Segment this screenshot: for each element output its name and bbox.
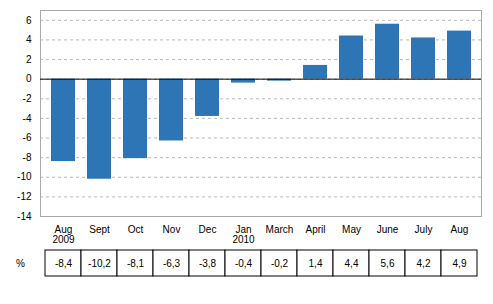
svg-text:1,4: 1,4 (309, 258, 323, 269)
svg-text:-10: -10 (17, 171, 32, 182)
svg-text:-2: -2 (23, 93, 32, 104)
svg-text:-8,4: -8,4 (55, 258, 73, 269)
svg-text:June: June (377, 224, 399, 235)
svg-text:-8: -8 (23, 152, 32, 163)
svg-text:-8,1: -8,1 (127, 258, 145, 269)
svg-text:5,6: 5,6 (381, 258, 395, 269)
svg-text:-3,8: -3,8 (199, 258, 217, 269)
svg-text:6: 6 (26, 15, 32, 26)
svg-text:-6,3: -6,3 (163, 258, 181, 269)
svg-text:-14: -14 (17, 211, 32, 222)
svg-text:Dec: Dec (199, 224, 217, 235)
svg-text:4,4: 4,4 (345, 258, 359, 269)
svg-text:Nov: Nov (163, 224, 181, 235)
svg-text:4,9: 4,9 (453, 258, 467, 269)
svg-text:0: 0 (26, 73, 32, 84)
svg-text:-6: -6 (23, 132, 32, 143)
svg-text:-0,4: -0,4 (235, 258, 253, 269)
svg-text:Aug: Aug (451, 224, 469, 235)
svg-text:2: 2 (26, 54, 32, 65)
svg-text:April: April (305, 224, 325, 235)
svg-text:Sept: Sept (89, 224, 110, 235)
svg-text:4,2: 4,2 (417, 258, 431, 269)
svg-text:May: May (342, 224, 361, 235)
svg-text:-10,2: -10,2 (88, 258, 111, 269)
svg-text:-12: -12 (17, 191, 32, 202)
svg-text:%: % (16, 258, 25, 269)
svg-text:Aug2009: Aug2009 (52, 224, 75, 245)
svg-text:-0,2: -0,2 (271, 258, 289, 269)
svg-text:-4: -4 (23, 113, 32, 124)
svg-text:Oct: Oct (128, 224, 144, 235)
svg-text:March: March (266, 224, 294, 235)
svg-text:July: July (415, 224, 433, 235)
svg-text:Jan2010: Jan2010 (232, 224, 255, 245)
svg-text:4: 4 (26, 34, 32, 45)
